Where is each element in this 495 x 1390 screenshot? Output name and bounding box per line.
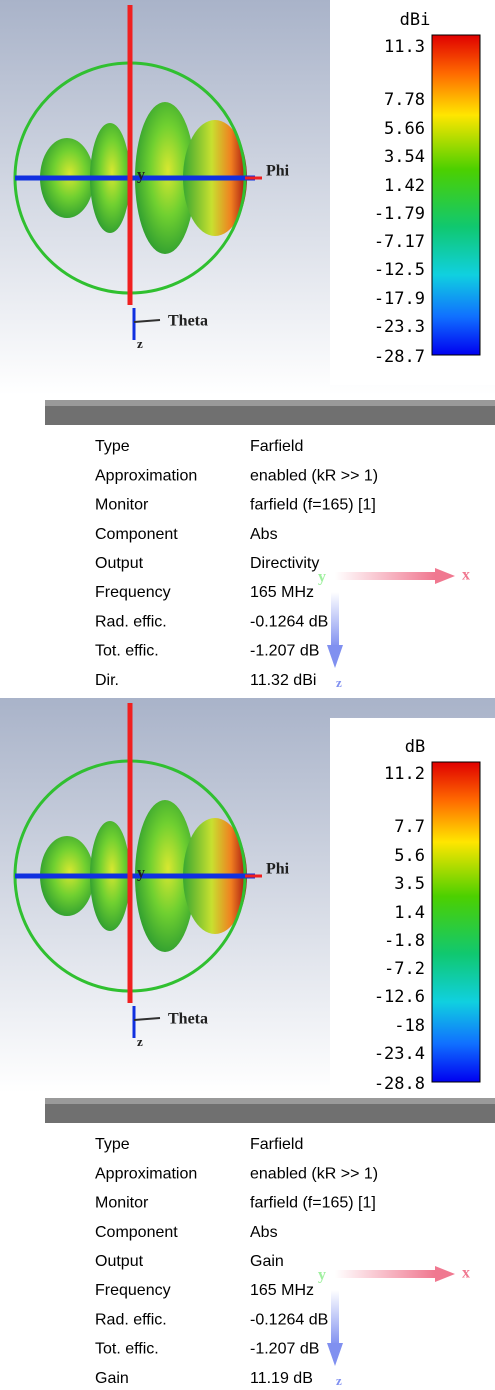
colorbar-unit: dBi — [400, 10, 431, 30]
colorbar-label: -17.9 — [374, 289, 425, 309]
axis-label-phi: Phi — [266, 861, 290, 878]
gizmo-z-head — [327, 1343, 343, 1366]
colorbar-unit: dB — [405, 737, 425, 757]
info-key: Dir. — [95, 672, 119, 689]
colorbar-label: 11.2 — [384, 764, 425, 784]
info-key: Monitor — [95, 497, 149, 514]
info-key: Type — [95, 1136, 130, 1153]
axis-label-y: y — [137, 865, 145, 882]
info-key: Output — [95, 555, 144, 572]
colorbar-label: -7.17 — [374, 232, 425, 252]
gizmo-x-shaft — [335, 572, 435, 580]
info-key: Gain — [95, 1370, 129, 1387]
info-value: -1.207 dB — [250, 1341, 319, 1358]
colorbar-label: 3.54 — [384, 147, 425, 167]
info-key: Approximation — [95, 467, 197, 484]
info-value: enabled (kR >> 1) — [250, 1165, 378, 1182]
axis-label-theta: Theta — [168, 1011, 208, 1028]
screenshot: dBi 11.3 7.78 5.66 3.54 1.42 -1.79 -7.17 -12.5 -1… — [0, 0, 495, 1390]
colorbar-label: 1.42 — [384, 176, 425, 196]
info-key: Frequency — [95, 584, 171, 601]
info-key: Approximation — [95, 1165, 197, 1182]
info-key: Tot. effic. — [95, 1341, 159, 1358]
colorbar-label: 1.4 — [394, 903, 425, 923]
info-value: 165 MHz — [250, 584, 314, 601]
colorbar-label: -1.8 — [384, 931, 425, 951]
colorbar-label: -23.3 — [374, 317, 425, 337]
info-key: Rad. effic. — [95, 613, 167, 630]
colorbar-label: 3.5 — [394, 874, 425, 894]
page: dBi 11.3 7.78 5.66 3.54 1.42 -1.79 -7.17 -12.5 -1… — [0, 0, 495, 1390]
colorbar-label: 5.66 — [384, 119, 425, 139]
colorbar-label: -23.4 — [374, 1044, 425, 1064]
colorbar-label: 5.6 — [394, 846, 425, 866]
info-key: Frequency — [95, 1282, 171, 1299]
axis-label-phi: Phi — [266, 163, 290, 180]
gizmo-z-head — [327, 645, 343, 668]
info-value: -0.1264 dB — [250, 1311, 328, 1328]
axis-label-y: y — [137, 167, 145, 184]
colorbar-label: -7.2 — [384, 959, 425, 979]
gizmo-label-y: y — [318, 569, 326, 586]
info-value: Gain — [250, 1253, 284, 1270]
colorbar — [432, 762, 480, 1082]
colorbar-label: -12.6 — [374, 987, 425, 1007]
colorbar — [432, 35, 480, 355]
info-key: Output — [95, 1253, 144, 1270]
axis-label-theta: Theta — [168, 313, 208, 330]
info-value: farfield (f=165) [1] — [250, 1195, 376, 1212]
info-value: Farfield — [250, 438, 303, 455]
info-value: 165 MHz — [250, 1282, 314, 1299]
gizmo-x-shaft — [335, 1270, 435, 1278]
info-value: Farfield — [250, 1136, 303, 1153]
gizmo-label-x: x — [462, 567, 470, 584]
colorbar-label: -18 — [394, 1016, 425, 1036]
farfield-panel: dB 11.2 7.7 5.6 3.5 1.4 -1.8 -7.2 -12.6 -18 -23.4 -… — [0, 698, 495, 1388]
colorbar-label: -12.5 — [374, 260, 425, 280]
gizmo-label-x: x — [462, 1265, 470, 1282]
info-value: Directivity — [250, 555, 319, 572]
gizmo-z-shaft — [331, 1290, 339, 1345]
info-key: Monitor — [95, 1195, 149, 1212]
info-key: Component — [95, 526, 178, 543]
colorbar-label: 7.7 — [394, 817, 425, 837]
info-key: Rad. effic. — [95, 1311, 167, 1328]
colorbar-label: -1.79 — [374, 204, 425, 224]
info-value: Abs — [250, 526, 278, 543]
gizmo-label-z: z — [336, 1373, 342, 1388]
info-value: 11.19 dB — [250, 1370, 313, 1387]
colorbar-label: 7.78 — [384, 90, 425, 110]
info-header-shine — [45, 1098, 495, 1104]
info-value: enabled (kR >> 1) — [250, 467, 378, 484]
gizmo-label-y: y — [318, 1267, 326, 1284]
gizmo-x-head — [435, 1266, 455, 1282]
info-value: farfield (f=165) [1] — [250, 497, 376, 514]
info-value: Abs — [250, 1224, 278, 1241]
axis-label-z: z — [137, 336, 143, 351]
farfield-panel: dBi 11.3 7.78 5.66 3.54 1.42 -1.79 -7.17 -12.5 -1… — [0, 0, 495, 690]
colorbar-label: 11.3 — [384, 37, 425, 57]
axis-label-z: z — [137, 1034, 143, 1049]
colorbar-label: -28.8 — [374, 1074, 425, 1094]
info-header-shine — [45, 400, 495, 406]
info-value: 11.32 dBi — [250, 672, 316, 689]
info-key: Type — [95, 438, 130, 455]
gizmo-z-shaft — [331, 592, 339, 647]
gizmo-label-z: z — [336, 675, 342, 690]
gizmo-x-head — [435, 568, 455, 584]
info-value: -1.207 dB — [250, 643, 319, 660]
info-key: Component — [95, 1224, 178, 1241]
info-value: -0.1264 dB — [250, 613, 328, 630]
colorbar-label: -28.7 — [374, 347, 425, 367]
info-key: Tot. effic. — [95, 643, 159, 660]
